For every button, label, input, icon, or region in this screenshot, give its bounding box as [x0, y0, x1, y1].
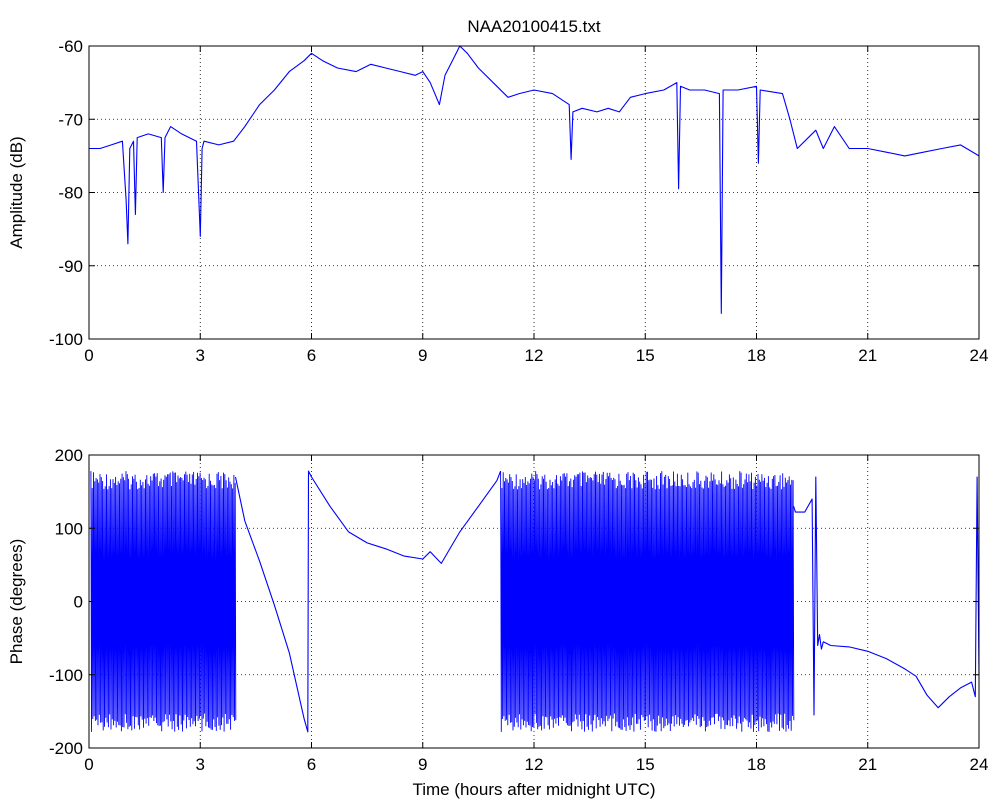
y-tick-label: -90: [58, 257, 83, 276]
y-tick-label: -80: [58, 184, 83, 203]
x-tick-label: 3: [196, 346, 205, 365]
x-tick-label: 0: [84, 346, 93, 365]
x-tick-label: 0: [84, 755, 93, 774]
phase-oscillation-band: [500, 471, 795, 732]
series-line: [234, 470, 502, 733]
x-tick-label: 9: [418, 346, 427, 365]
y-tick-label: 100: [55, 519, 83, 538]
chart-title: NAA20100415.txt: [467, 17, 601, 36]
x-tick-label: 18: [747, 346, 766, 365]
y-tick-label: 200: [55, 446, 83, 465]
series-line: [89, 45, 980, 314]
y-tick-label: -100: [49, 330, 83, 349]
plot-1: 0 3 6 9 12 15 18 21 24 -100 -90 -80 -70 -60 NAA2010041…: [7, 17, 988, 365]
x-tick-label: 9: [418, 755, 427, 774]
y-tick-label: 0: [74, 593, 83, 612]
y-tick-label: -200: [49, 739, 83, 758]
x-tick-label: 15: [636, 755, 655, 774]
x-tick-label: 12: [525, 755, 544, 774]
x-axis-label: Time (hours after midnight UTC): [412, 780, 655, 799]
y-tick-label: -60: [58, 37, 83, 56]
y-axis-label: Phase (degrees): [7, 539, 26, 665]
x-tick-label: 3: [196, 755, 205, 774]
y-tick-label: -70: [58, 110, 83, 129]
y-tick-label: -100: [49, 666, 83, 685]
x-tick-label: 12: [525, 346, 544, 365]
x-tick-label: 24: [970, 346, 989, 365]
x-tick-label: 21: [858, 346, 877, 365]
y-axis-label: Amplitude (dB): [7, 136, 26, 248]
series-line: [793, 476, 980, 716]
plot-2: 0 3 6 9 12 15 18 21 24 -200 -100 0 100 200 Time (hours…: [7, 446, 988, 799]
x-tick-label: 24: [970, 755, 989, 774]
x-tick-label: 6: [307, 346, 316, 365]
x-tick-label: 15: [636, 346, 655, 365]
x-tick-label: 21: [858, 755, 877, 774]
phase-oscillation-band: [90, 471, 237, 732]
x-tick-label: 6: [307, 755, 316, 774]
x-tick-label: 18: [747, 755, 766, 774]
